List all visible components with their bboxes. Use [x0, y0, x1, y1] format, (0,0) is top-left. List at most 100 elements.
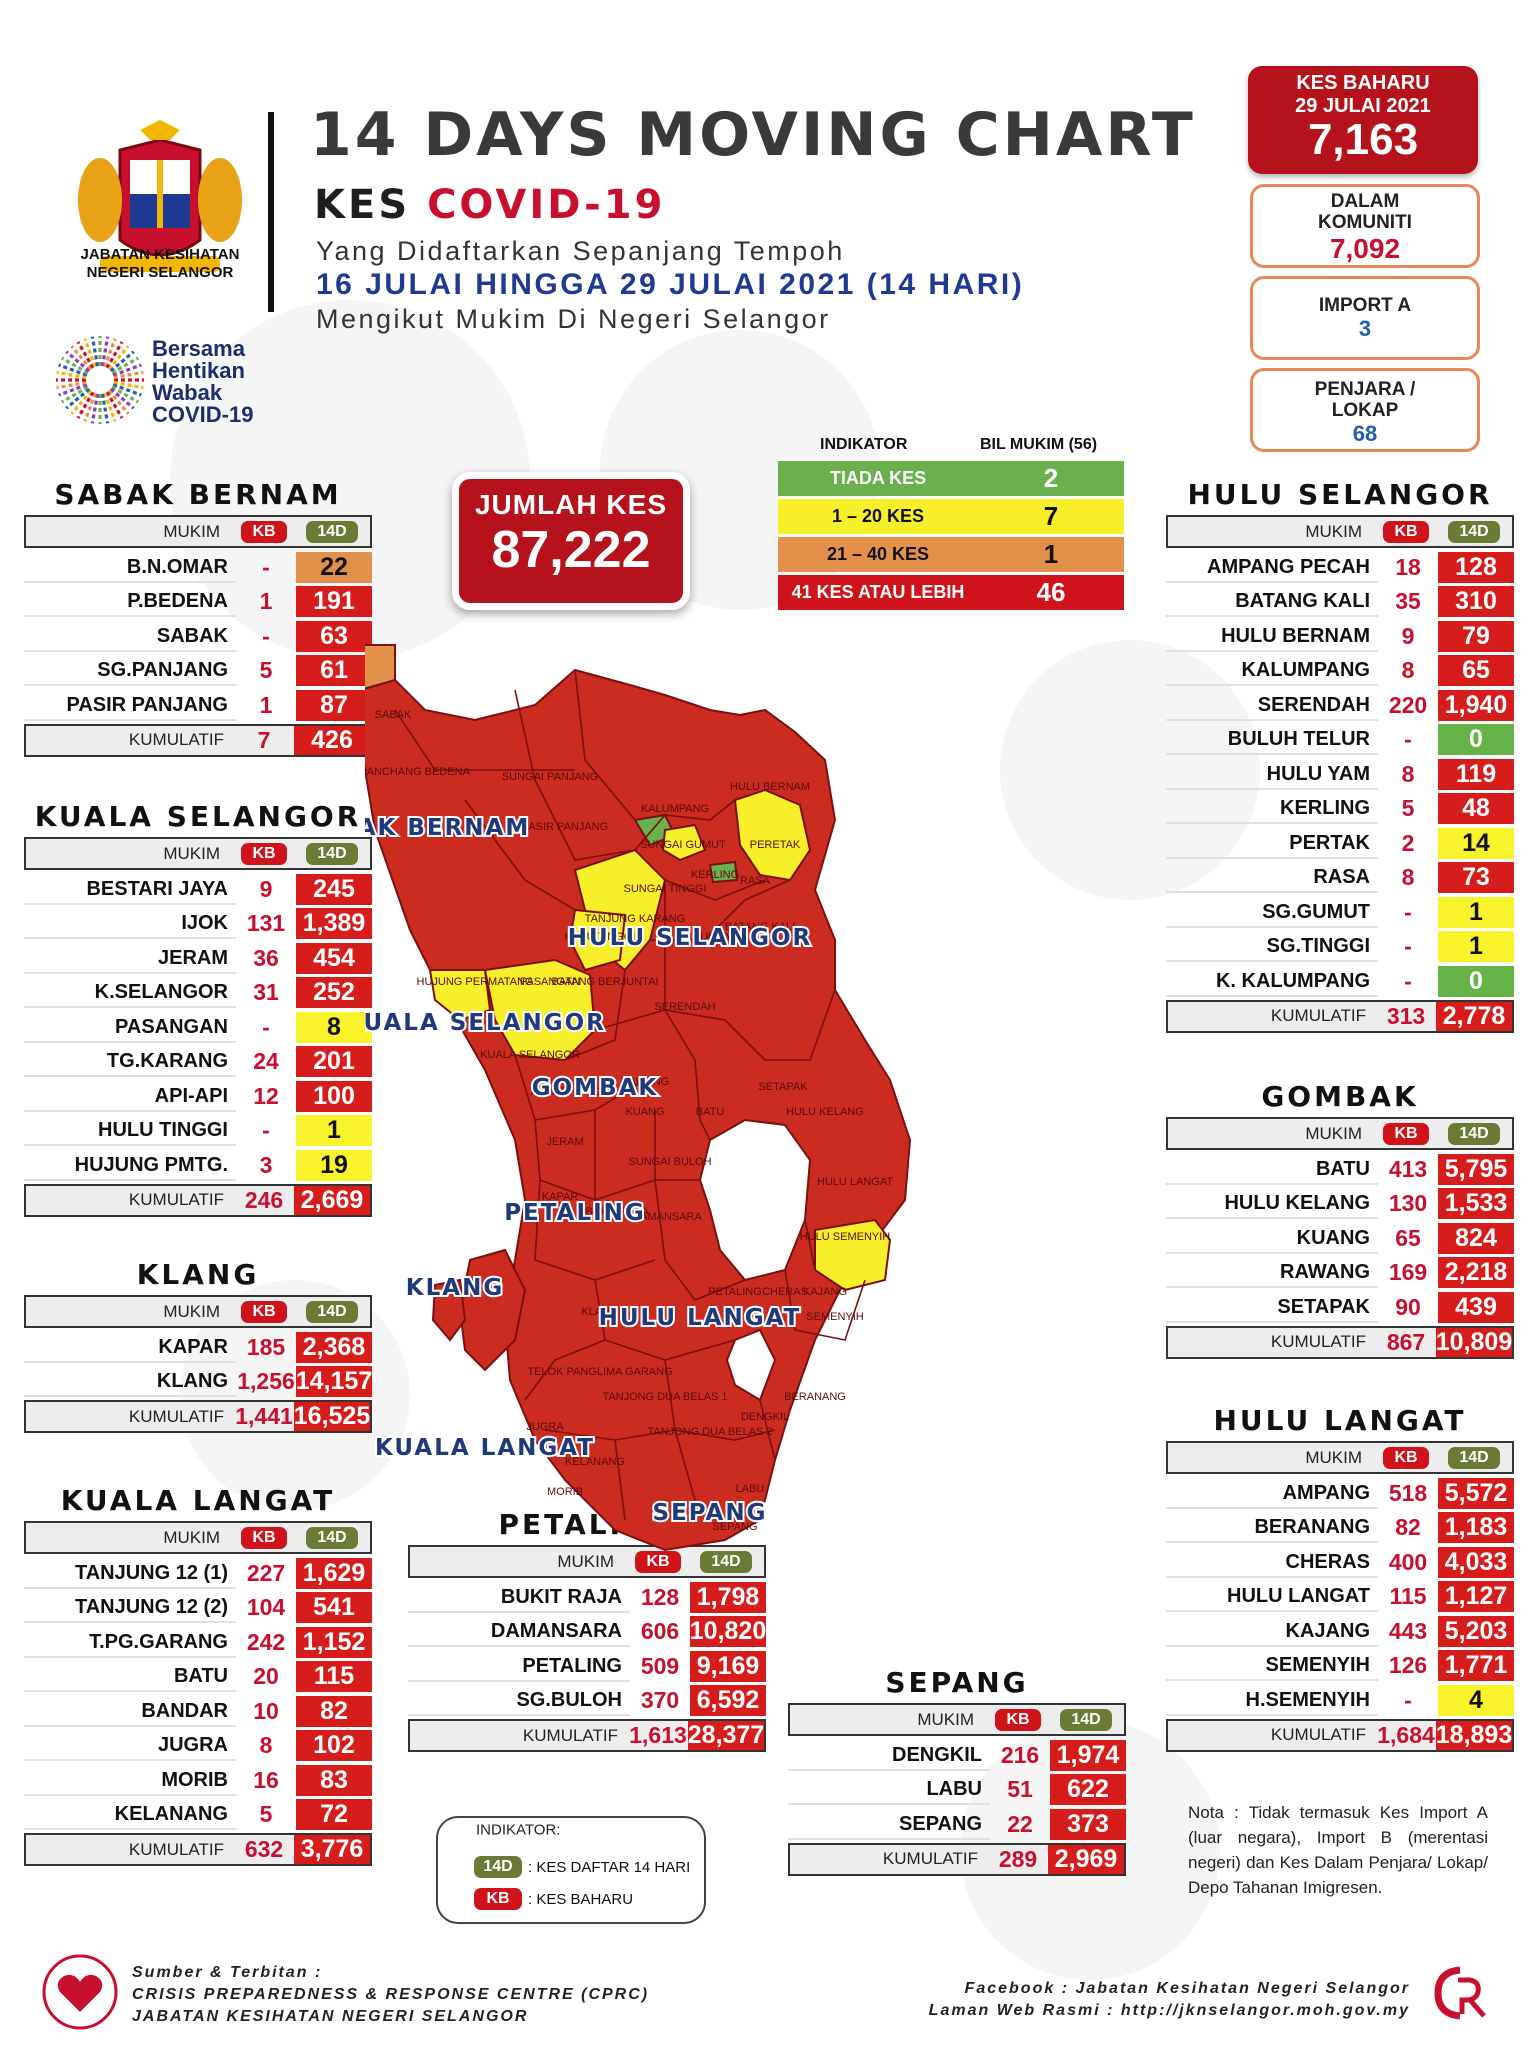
import-label: IMPORT A	[1318, 295, 1412, 316]
table-row: HUJUNG PMTG. 3 19	[24, 1149, 372, 1181]
mukim-name: H.SEMENYIH	[1166, 1685, 1378, 1716]
header-kb-cell: KB	[234, 1526, 294, 1549]
header-kb-cell: KB	[1376, 1446, 1436, 1469]
header-mukim: MUKIM	[163, 521, 220, 541]
cumulative-14d: 426	[294, 725, 370, 755]
header-mukim: MUKIM	[163, 843, 220, 863]
cases-14d-cell: 5,795	[1438, 1153, 1514, 1185]
cumulative-kb: 1,441	[235, 1403, 293, 1429]
mukim-label: HULU TINGGI	[565, 931, 636, 943]
kb-pill: KB	[1383, 520, 1429, 543]
d14-pill: 14D	[1448, 520, 1500, 543]
new-cases-cell: 169	[1388, 1259, 1428, 1285]
table-header: MUKIM KB 14D	[1166, 515, 1514, 548]
mukim-label: HUJUNG PERMATANG	[417, 976, 534, 988]
district-label-layer: SABAK BERNAM HULU SELANGOR KUALA SELANGOR G…	[365, 813, 812, 1528]
table-row: BESTARI JAYA 9 245	[24, 873, 372, 905]
cases-14d-cell: 119	[1438, 758, 1514, 790]
header-kb-cell: KB	[1376, 1122, 1436, 1145]
map-region-pasangan	[483, 958, 597, 1062]
cumulative-label: KUMULATIF	[1270, 1332, 1366, 1351]
mukim-label: TELOK PANGLIMA GARANG	[527, 1366, 672, 1378]
mukim-label: SERENDAH	[654, 1001, 715, 1013]
district-table-gombak: GOMBAK MUKIM KB 14D BATU 413 5,795 HULU KELANG 1…	[1166, 1080, 1514, 1359]
cases-14d-cell: 82	[296, 1695, 372, 1727]
legend-14d-pill: 14D	[474, 1856, 522, 1878]
district-title: HULU SELANGOR	[1187, 478, 1493, 511]
cases-14d-cell: 1,974	[1050, 1739, 1126, 1771]
total-cases-value: 87,222	[491, 521, 651, 579]
indicator-row: 1 – 20 KES 7	[778, 498, 1124, 534]
district-table-hulu-selangor: HULU SELANGOR MUKIM KB 14D AMPANG PECAH 18 128…	[1166, 478, 1514, 1033]
cases-14d-cell: 1	[1438, 931, 1514, 962]
new-cases-cell: 130	[1388, 1190, 1428, 1216]
cases-14d-cell: 373	[1050, 1808, 1126, 1840]
mukim-label: HULU BERNAM	[730, 781, 810, 793]
cases-14d-cell: 439	[1438, 1291, 1514, 1323]
mukim-name: K. KALUMPANG	[1166, 966, 1378, 997]
table-row: T.PG.GARANG 242 1,152	[24, 1626, 372, 1658]
district-table-klang: KLANG MUKIM KB 14D KAPAR 185 2,368 KLANG 1,256 14…	[24, 1258, 372, 1433]
mukim-name: SEMENYIH	[1166, 1650, 1378, 1681]
cases-14d-cell: 622	[1050, 1774, 1126, 1805]
map-region-sungai-gumut	[661, 823, 707, 862]
cumulative-kb: 7	[257, 726, 271, 753]
new-cases-cell: 220	[1388, 691, 1428, 718]
cases-14d-cell: 128	[1438, 551, 1514, 583]
mukim-name: TANJUNG 12 (1)	[24, 1558, 236, 1589]
cases-14d-cell: 100	[296, 1080, 372, 1112]
page-title: 14 DAYS MOVING CHART	[310, 100, 1196, 170]
indicator-label: 1 – 20 KES	[831, 506, 925, 526]
table-row: SABAK -63	[24, 620, 372, 652]
new-cases-cell: 5	[1401, 795, 1415, 821]
subtitle-prefix: KES	[314, 182, 411, 228]
kb-pill: KB	[241, 1300, 287, 1323]
cumulative-14d: 16,525	[293, 1402, 371, 1431]
mukim-name: JERAM	[24, 943, 236, 974]
cumulative-kb: 289	[998, 1845, 1038, 1872]
district-title: KLANG	[136, 1258, 260, 1291]
district-map-label: KUALA LANGAT	[375, 1435, 595, 1461]
header-14d-cell: 14D	[294, 520, 370, 543]
table-row: KUANG 65 824	[1166, 1222, 1514, 1254]
table-header: MUKIM KB 14D	[24, 1295, 372, 1328]
header-14d-cell: 14D	[688, 1550, 764, 1573]
legend-row-14d: 14D : KES DAFTAR 14 HARI	[474, 1856, 690, 1878]
heart-logo-icon	[42, 1954, 118, 2030]
new-cases-cell: 65	[1395, 1224, 1421, 1251]
mukim-label: SUNGAI GUMUT	[640, 839, 726, 851]
mukim-label: BERANANG	[784, 1391, 846, 1403]
cases-14d-cell: 1,127	[1438, 1581, 1514, 1612]
new-cases-cell: 606	[640, 1618, 680, 1644]
mukim-name: RASA	[1166, 862, 1378, 893]
cases-14d-cell: 0	[1438, 965, 1514, 997]
mukim-name: PETALING	[408, 1651, 630, 1682]
new-cases-cell: 8	[1401, 760, 1415, 787]
mukim-label: SETAPAK	[758, 1081, 808, 1093]
header-mukim: MUKIM	[1305, 521, 1362, 541]
prison-label: PENJARA /	[1314, 379, 1416, 400]
table-row: PERTAK 2 14	[1166, 827, 1514, 859]
mukim-name: HULU BERNAM	[1166, 621, 1378, 652]
mukim-name: BULUH TELUR	[1166, 724, 1378, 755]
mukim-name: LABU	[788, 1774, 990, 1805]
header-mukim: MUKIM	[917, 1709, 974, 1729]
cases-14d-cell: 5,572	[1438, 1477, 1514, 1509]
map-region-hulu-tinggi	[568, 908, 627, 972]
total-cases-box: JUMLAH KES 87,222	[452, 472, 690, 610]
mukim-label: SEMENYIH	[806, 1311, 864, 1323]
district-title: KUALA SELANGOR	[34, 800, 362, 833]
mukim-label: DENGKIL	[741, 1411, 789, 1423]
district-table-kuala-selangor: KUALA SELANGOR MUKIM KB 14D BESTARI JAYA 9 245…	[24, 800, 372, 1217]
cases-14d-cell: 63	[296, 620, 372, 652]
cases-14d-cell: 14,157	[295, 1366, 373, 1397]
footer-source-line: CRISIS PREPAREDNESS & RESPONSE CENTRE (C…	[132, 1986, 650, 2003]
indicator-label: 21 – 40 KES	[826, 544, 930, 564]
table-row: BATU 20 115	[24, 1661, 372, 1692]
new-cases-cell: 20	[253, 1663, 279, 1689]
table-row: KERLING 5 48	[1166, 793, 1514, 824]
mukim-label: KERLING	[691, 869, 739, 881]
mukim-name: KAJANG	[1166, 1616, 1378, 1647]
table-row: KAJANG 443 5,203	[1166, 1615, 1514, 1647]
cases-14d-cell: 5,203	[1438, 1615, 1514, 1647]
